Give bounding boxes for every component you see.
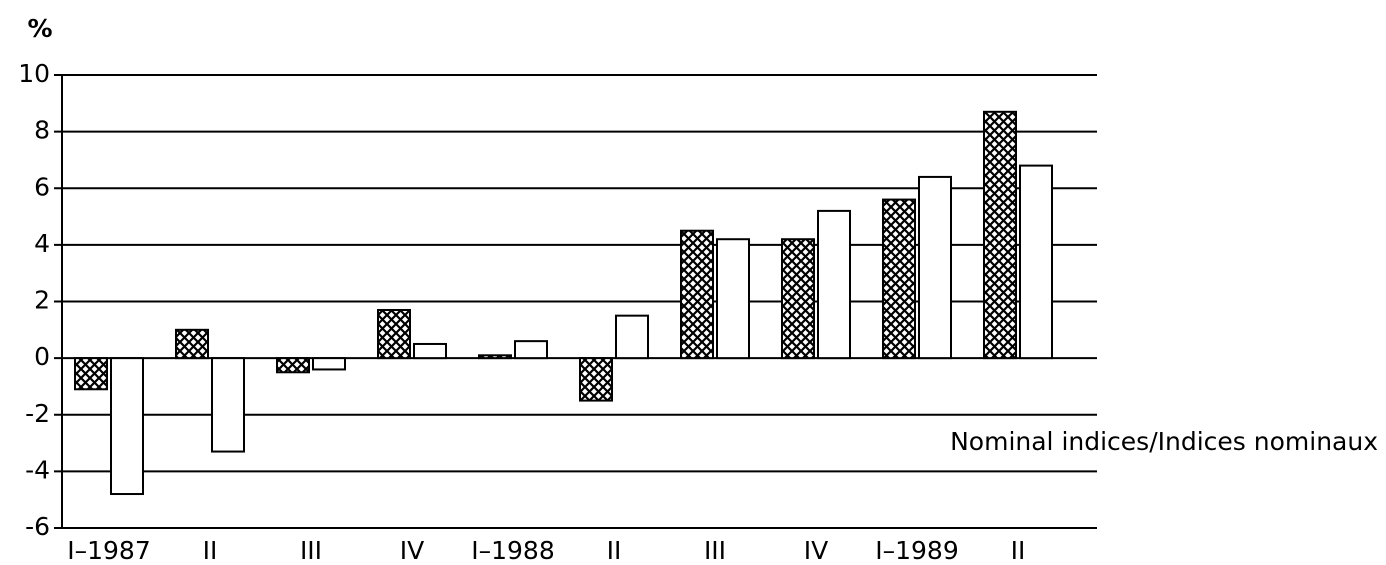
bar [781,238,815,360]
x-tick-label: II [607,536,622,565]
y-tick-label: 2 [34,286,50,315]
y-tick-label: 0 [34,342,50,371]
annotation: Nominal indices/Indices nominaux [950,427,1378,456]
x-tick-label: IV [804,536,828,565]
x-tick-label: III [704,536,726,565]
bar [110,357,144,496]
y-tick-label: -2 [25,399,50,428]
bar [276,357,310,374]
bar [579,357,613,402]
bar [478,354,512,360]
y-axis-label: % [27,14,52,43]
y-tick-label: 6 [34,172,50,201]
y-tick-label: 4 [34,229,50,258]
bar [680,229,714,360]
bar [1019,164,1053,360]
y-tick-label: -6 [25,512,50,541]
bar [74,357,108,391]
bar [211,357,245,453]
bar [413,342,447,360]
bar [918,175,952,360]
x-tick-label: I–1989 [875,536,959,565]
y-tick-label: 8 [34,116,50,145]
x-tick-label: I–1987 [67,536,151,565]
x-tick-label: II [203,536,218,565]
y-tick-label: 10 [18,59,50,88]
x-tick-label: III [300,536,322,565]
bar [377,308,411,360]
x-tick-label: I–1988 [471,536,555,565]
bar [615,314,649,360]
bar [882,198,916,360]
x-tick-label: IV [400,536,424,565]
bar [983,110,1017,360]
bar [817,209,851,360]
bar [175,328,209,360]
bar [312,357,346,371]
bar [514,340,548,360]
x-tick-label: II [1011,536,1026,565]
y-tick-label: -4 [25,455,50,484]
bar [716,238,750,360]
